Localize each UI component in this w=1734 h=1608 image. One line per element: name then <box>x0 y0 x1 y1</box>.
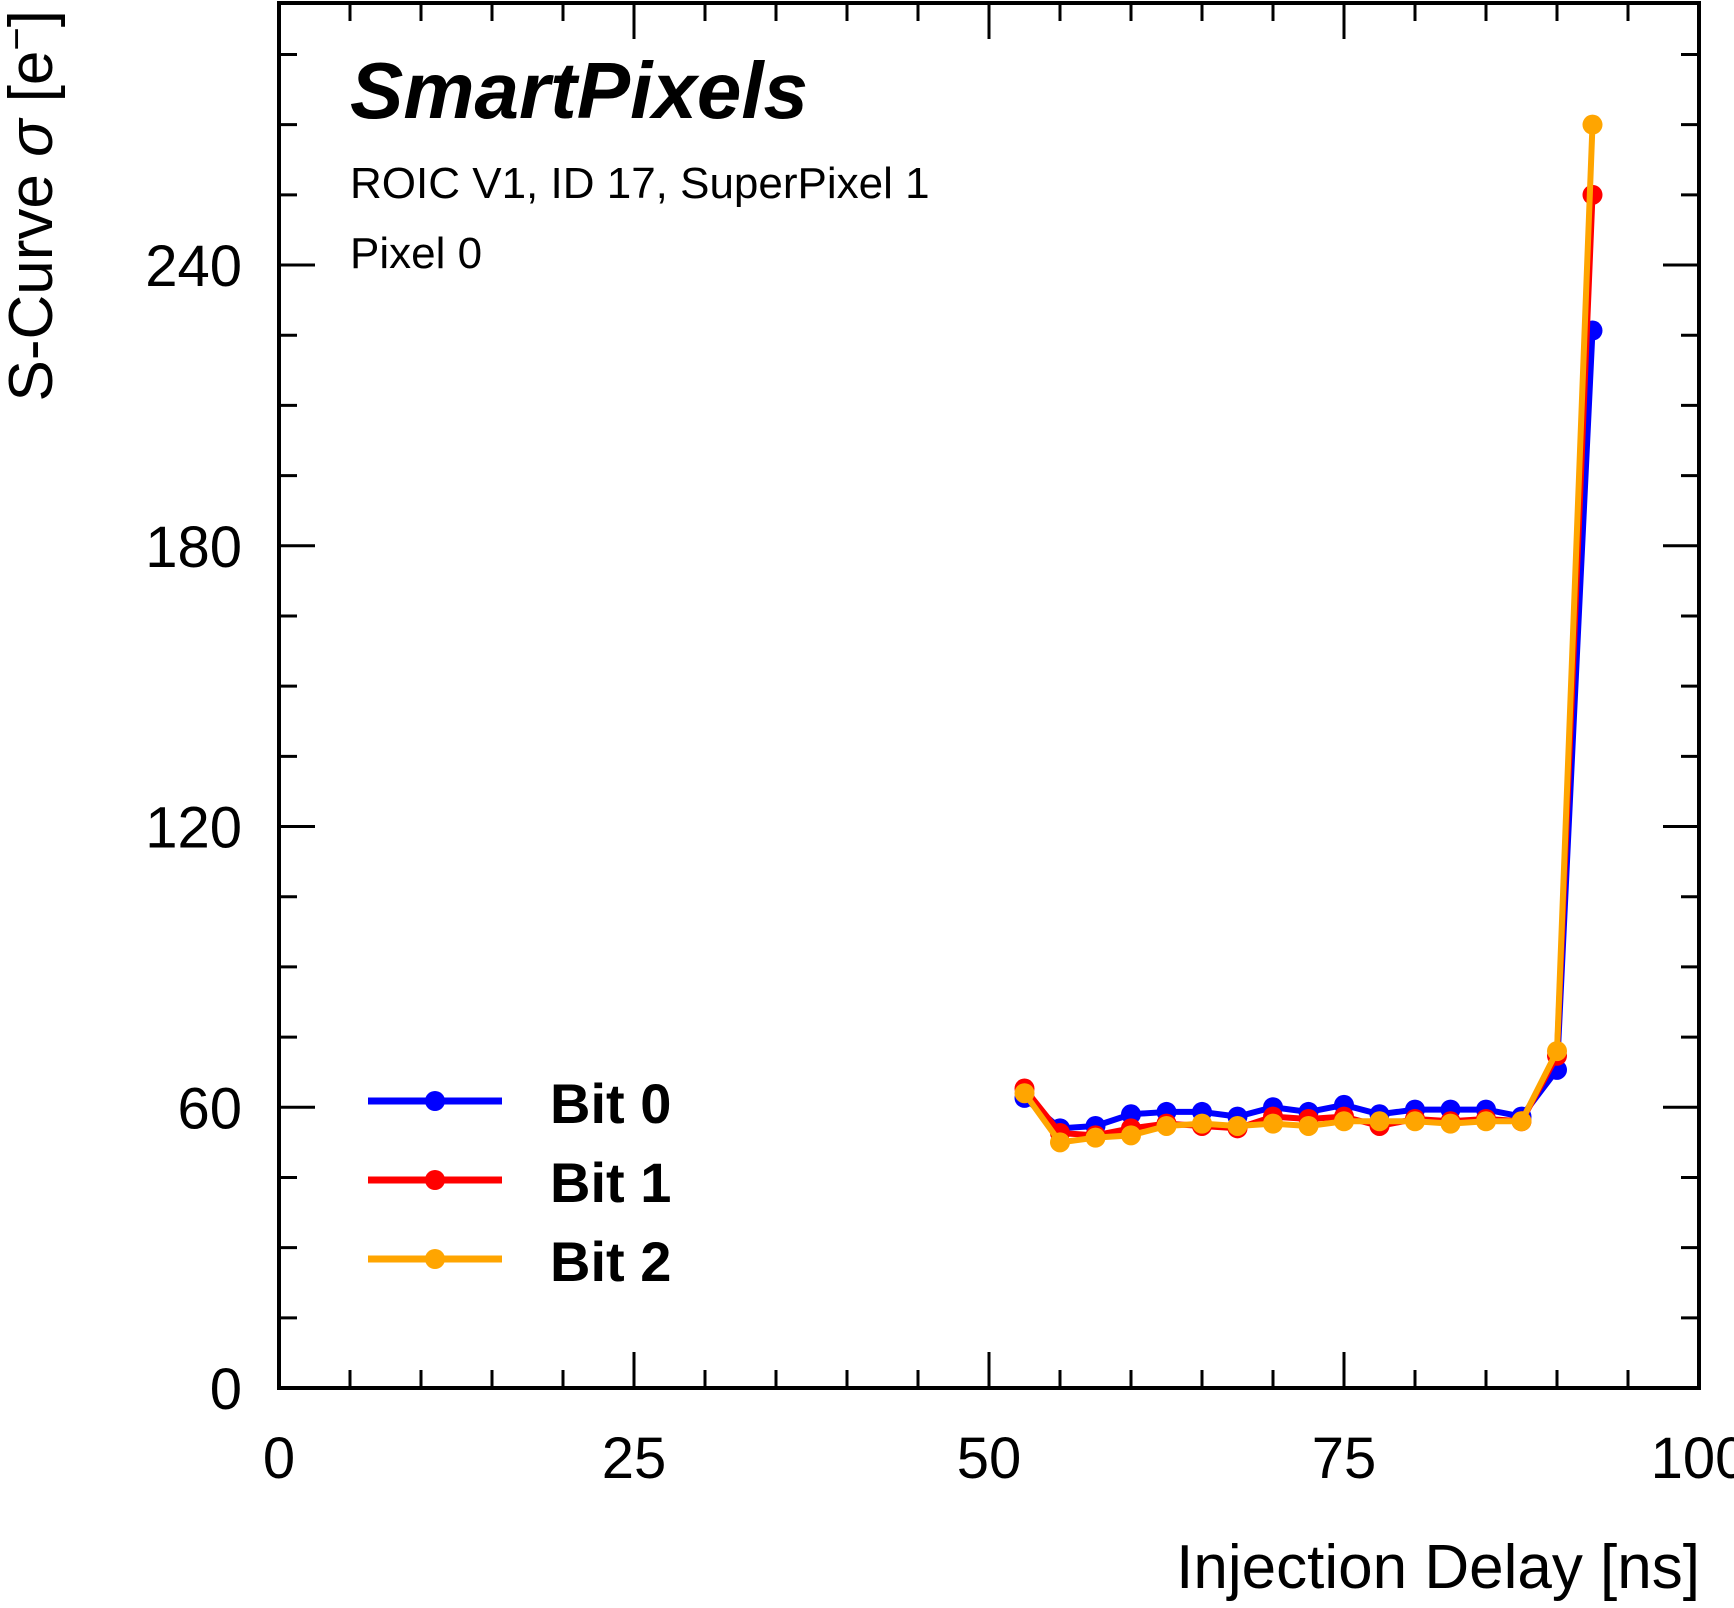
y-axis-title: S-Curve σ [e−] <box>0 10 66 402</box>
legend-label-bit-2: Bit 2 <box>550 1230 671 1293</box>
y-tick-labels: 0 60 120 180 240 <box>145 234 242 1422</box>
data-point <box>1405 1111 1425 1132</box>
series-layer <box>1014 114 1603 1153</box>
data-point <box>1476 1111 1496 1132</box>
x-tick-label: 75 <box>1312 1426 1377 1491</box>
data-point <box>1547 1041 1567 1062</box>
series-line <box>1022 330 1596 1132</box>
series-bit-0 <box>1014 320 1603 1139</box>
data-point <box>1085 1127 1106 1148</box>
x-axis-title: Injection Delay [ns] <box>1176 1533 1700 1602</box>
data-point <box>1121 1125 1141 1146</box>
y-axis-title-unit-sup: − <box>0 27 39 50</box>
x-tick-label: 25 <box>602 1426 667 1491</box>
brand-title: SmartPixels <box>350 46 808 135</box>
subtitle-line-1: ROIC V1, ID 17, SuperPixel 1 <box>350 159 930 208</box>
legend: Bit 0 Bit 1 Bit 2 <box>368 1072 671 1293</box>
legend-label-bit-1: Bit 1 <box>550 1151 671 1214</box>
subtitle-line-2: Pixel 0 <box>350 229 482 278</box>
data-point <box>1263 1113 1283 1134</box>
data-point <box>1440 1113 1461 1134</box>
y-axis-title-sigma: σ <box>0 117 66 157</box>
y-tick-label: 240 <box>145 234 242 299</box>
y-tick-label: 180 <box>145 515 242 580</box>
x-tick-label: 50 <box>957 1426 1022 1491</box>
y-tick-label: 120 <box>145 796 242 861</box>
x-tick-label: 100 <box>1651 1426 1734 1491</box>
data-point <box>1192 1113 1212 1134</box>
x-tick-label: 0 <box>263 1426 295 1491</box>
data-point <box>1334 1111 1354 1132</box>
y-tick-label: 60 <box>177 1076 242 1141</box>
data-point <box>1227 1115 1248 1136</box>
axis-ticks <box>277 3 1701 1390</box>
series-line <box>1022 194 1596 1139</box>
data-point <box>1156 1115 1177 1136</box>
data-point <box>1050 1132 1070 1153</box>
y-axis-title-prefix: S-Curve <box>0 157 66 402</box>
y-axis-title-unit-close: ] <box>0 10 66 27</box>
data-point <box>1369 1111 1390 1132</box>
series-bit-1 <box>1014 184 1603 1146</box>
legend-swatch-marker <box>425 1249 445 1269</box>
legend-swatch-marker <box>425 1170 445 1190</box>
data-point <box>1121 1104 1141 1125</box>
legend-label-bit-0: Bit 0 <box>550 1072 671 1135</box>
plot-frame <box>277 1 1701 1390</box>
legend-swatch-marker <box>425 1091 445 1111</box>
data-point <box>1298 1115 1319 1136</box>
y-axis-title-unit-open: [e <box>0 51 66 120</box>
y-tick-label: 0 <box>210 1357 242 1422</box>
data-point <box>1582 114 1603 135</box>
x-tick-labels: 0 25 50 75 100 <box>263 1426 1734 1491</box>
data-point <box>1014 1083 1035 1104</box>
series-line <box>1022 124 1596 1146</box>
data-point <box>1511 1111 1532 1132</box>
series-bit-2 <box>1014 114 1603 1153</box>
